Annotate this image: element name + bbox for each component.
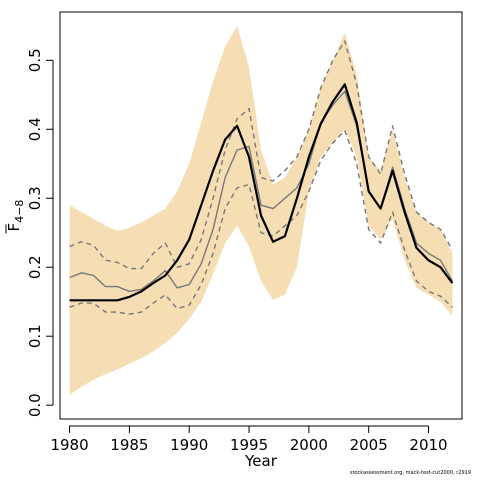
y-axis-title-main: F bbox=[5, 223, 23, 232]
series-line-reference-lower bbox=[69, 129, 453, 315]
y-tick-label: 0.1 bbox=[26, 324, 44, 348]
plot-frame bbox=[59, 11, 463, 420]
y-tick-label: 0.4 bbox=[26, 117, 44, 141]
x-tick-label: 1995 bbox=[230, 436, 268, 454]
y-axis-title-subscript: 4−8 bbox=[13, 200, 26, 223]
svg-text:F4−8: F4−8 bbox=[5, 200, 26, 232]
x-tick-label: 2005 bbox=[350, 436, 388, 454]
x-axis-title: Year bbox=[244, 452, 278, 470]
series-lines-layer bbox=[69, 40, 454, 315]
y-tick-label: 0.5 bbox=[26, 48, 44, 72]
x-tick-label: 2000 bbox=[290, 436, 328, 454]
y-tick-label: 0.3 bbox=[26, 186, 44, 210]
series-line-reference-upper bbox=[69, 40, 454, 270]
y-tick-label: 0.2 bbox=[26, 255, 44, 279]
y-axis: 0.0 0.1 0.2 0.3 0.4 0.5 bbox=[26, 48, 54, 417]
x-axis: 1980 1985 1990 1995 2000 2005 2010 bbox=[50, 425, 448, 454]
x-tick-label: 1980 bbox=[50, 436, 88, 454]
credit-text: stockassessment.org, mack-test-cut2000, … bbox=[349, 470, 471, 476]
series-line-estimate bbox=[69, 83, 454, 302]
x-tick-label: 2010 bbox=[409, 436, 447, 454]
x-tick-label: 1990 bbox=[170, 436, 208, 454]
x-tick-label: 1985 bbox=[110, 436, 148, 454]
y-axis-title: F4−8 bbox=[5, 200, 26, 234]
y-tick-label: 0.0 bbox=[26, 393, 44, 417]
